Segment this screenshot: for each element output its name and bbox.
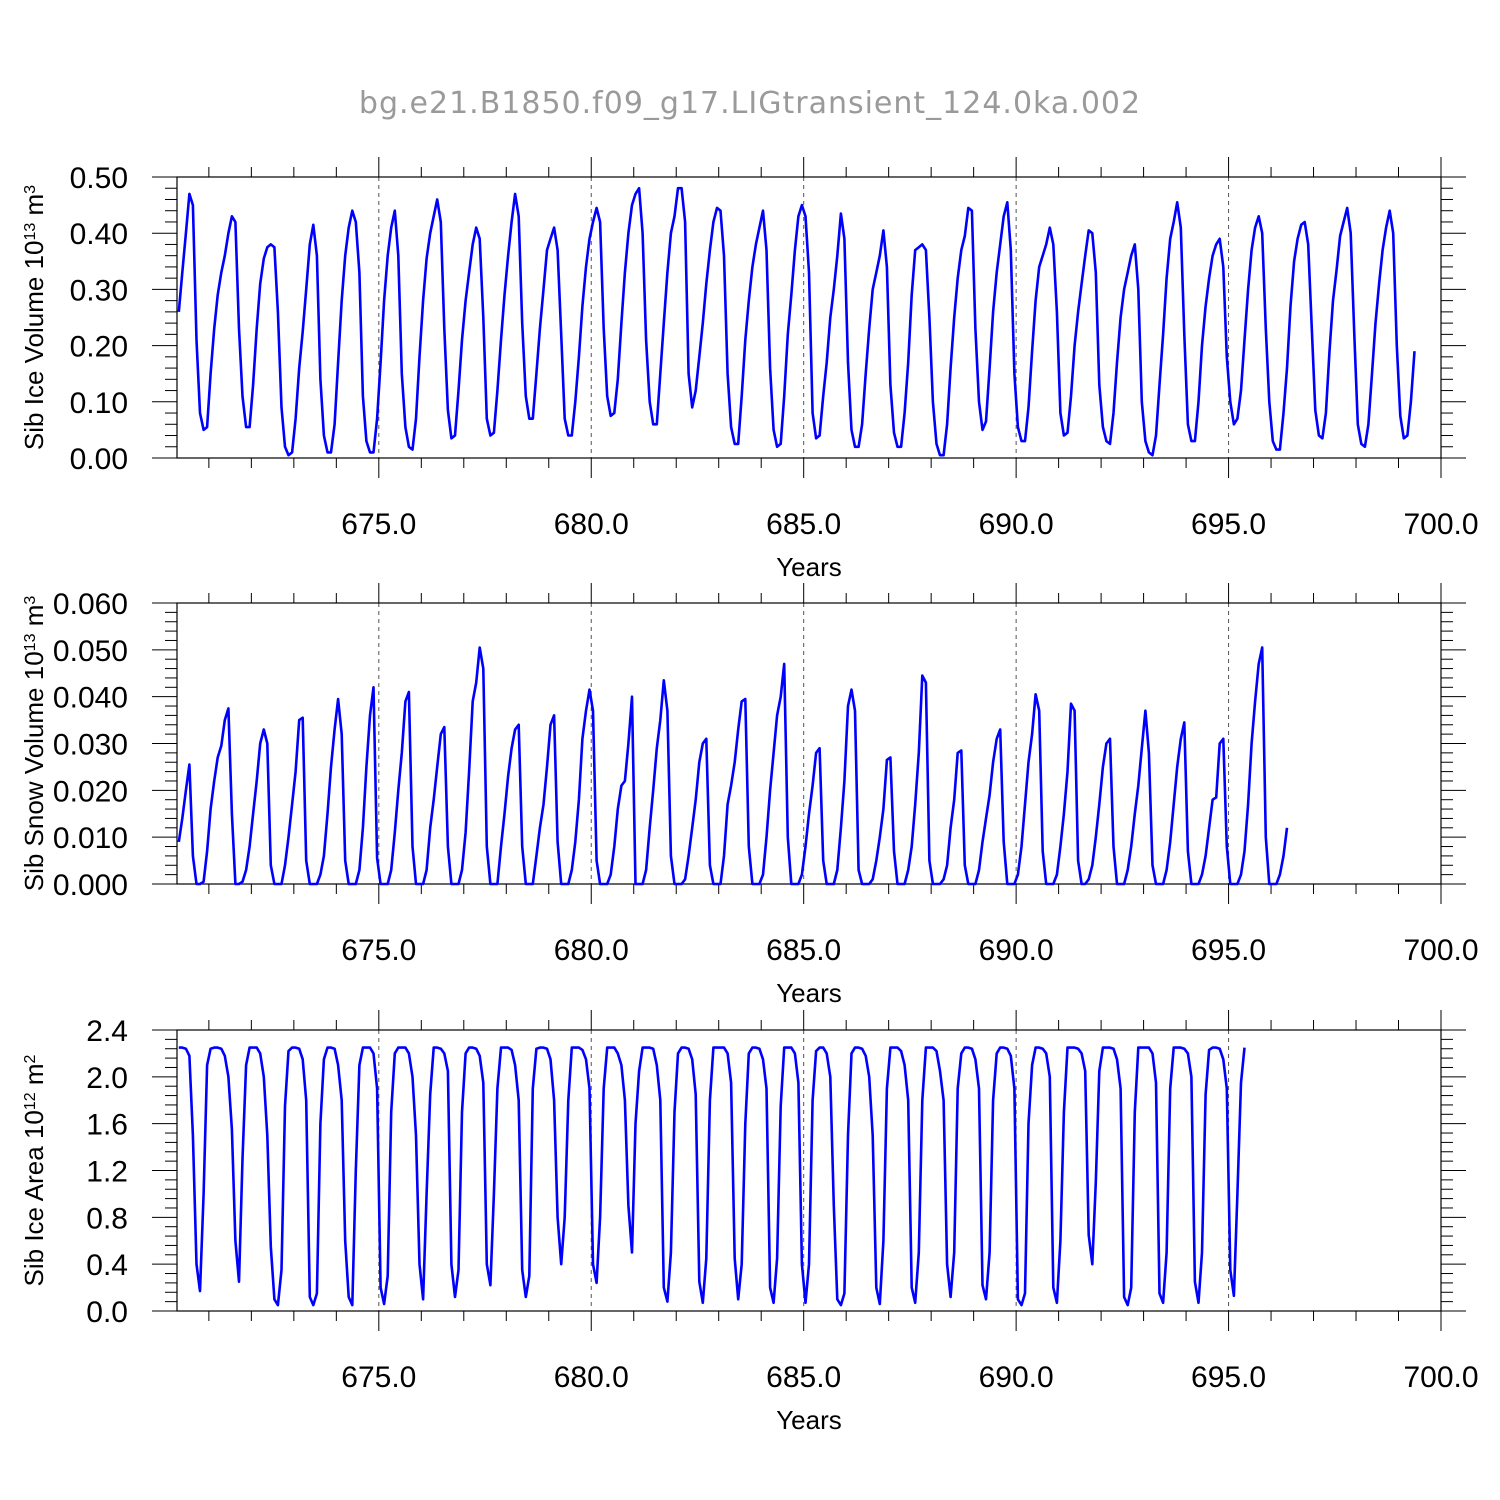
x-tick-label: 675.0 [341, 934, 416, 967]
plot-frame [176, 602, 1442, 885]
series-line [177, 646, 1289, 886]
x-axis-title: Years [776, 978, 842, 1008]
y-tick-label: 1.2 [86, 1156, 128, 1189]
x-tick-label: 675.0 [341, 508, 416, 541]
y-axis-title: Sib Ice Area 1012 m2 [19, 1054, 49, 1286]
plot-frame [176, 176, 1442, 459]
x-tick-label: 695.0 [1191, 1361, 1266, 1394]
series-line [177, 186, 1416, 457]
y-axis-title: Sib Ice Volume 1013 m3 [19, 185, 49, 450]
panel-3: 675.0 680.0 685.0 690.0 695.0 700.0 0.0 0.4 0.8 1… [19, 1010, 1479, 1435]
x-axis-title: Years [776, 1405, 842, 1435]
y-tick-label: 0.030 [53, 729, 128, 762]
x-tick-label: 695.0 [1191, 934, 1266, 967]
x-tick-label: 685.0 [766, 934, 841, 967]
y-tick-label: 0.8 [86, 1202, 128, 1235]
x-tick-label: 690.0 [979, 1361, 1054, 1394]
panels: 675.0 680.0 685.0 690.0 695.0 700.0 0.00 0.10 0.… [19, 157, 1479, 1435]
y-tick-label: 0.00 [70, 443, 128, 476]
y-tick-label: 0.30 [70, 274, 128, 307]
y-tick-label: 0.040 [53, 682, 128, 715]
y-tick-label: 0.060 [53, 588, 128, 621]
x-tick-label: 700.0 [1403, 934, 1478, 967]
x-tick-label: 680.0 [554, 934, 629, 967]
x-axis-title: Years [776, 552, 842, 582]
y-tick-label: 0.000 [53, 869, 128, 902]
figure-title: bg.e21.B1850.f09_g17.LIGtransient_124.0k… [359, 86, 1141, 121]
x-tick-label: 680.0 [554, 1361, 629, 1394]
y-tick-label: 0.050 [53, 635, 128, 668]
plot-frame [176, 1029, 1442, 1312]
x-tick-label: 700.0 [1403, 508, 1478, 541]
x-tick-label: 700.0 [1403, 1361, 1478, 1394]
y-tick-label: 0.020 [53, 775, 128, 808]
series-line [178, 1046, 1246, 1307]
x-tick-label: 685.0 [766, 508, 841, 541]
y-tick-label: 1.6 [86, 1109, 128, 1142]
y-tick-label: 0.010 [53, 822, 128, 855]
x-tick-label: 680.0 [554, 508, 629, 541]
y-tick-label: 0.40 [70, 218, 128, 251]
x-tick-label: 685.0 [766, 1361, 841, 1394]
y-tick-label: 2.4 [86, 1015, 128, 1048]
x-tick-label: 690.0 [979, 934, 1054, 967]
y-tick-label: 2.0 [86, 1062, 128, 1095]
x-tick-label: 675.0 [341, 1361, 416, 1394]
y-tick-label: 0.50 [70, 162, 128, 195]
y-tick-label: 0.0 [86, 1296, 128, 1329]
panel-2: 675.0 680.0 685.0 690.0 695.0 700.0 0.000 0.010… [19, 583, 1479, 1008]
y-tick-label: 0.4 [86, 1249, 128, 1282]
y-axis-title: Sib Snow Volume 1013 m3 [19, 596, 49, 892]
y-tick-label: 0.10 [70, 387, 128, 420]
panel-1: 675.0 680.0 685.0 690.0 695.0 700.0 0.00 0.10 0.… [19, 157, 1479, 582]
x-tick-label: 695.0 [1191, 508, 1266, 541]
y-tick-label: 0.20 [70, 331, 128, 364]
x-tick-label: 690.0 [979, 508, 1054, 541]
